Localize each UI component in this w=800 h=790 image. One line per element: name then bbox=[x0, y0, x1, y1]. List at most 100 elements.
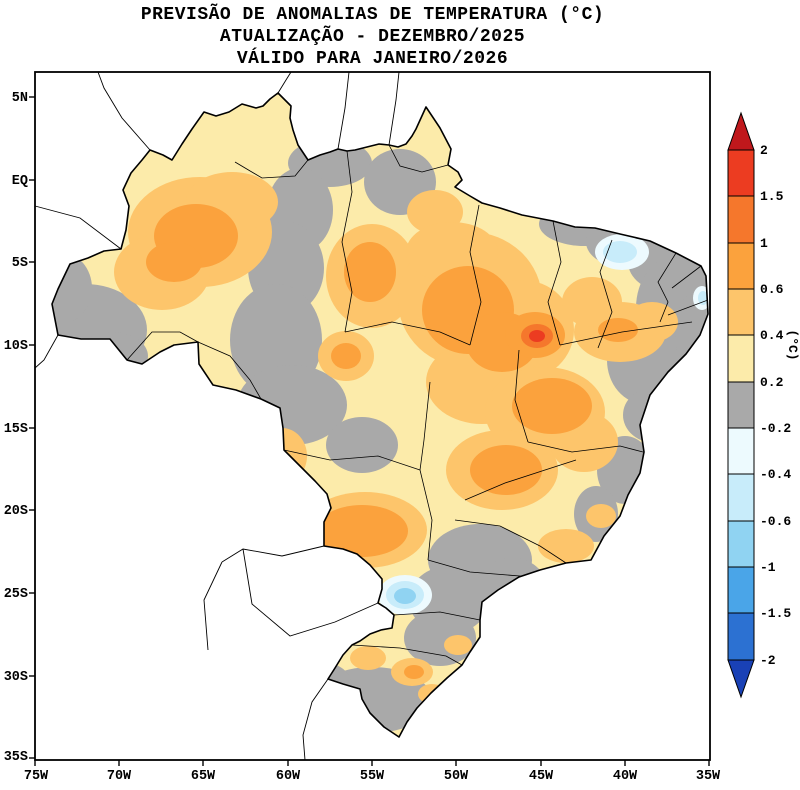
anomaly-region-04 bbox=[257, 428, 307, 484]
anomaly-region-04 bbox=[538, 529, 594, 563]
country-border-line bbox=[221, 545, 325, 563]
y-axis-tick-label: 10S bbox=[4, 339, 28, 354]
colorbar-tick-label: -1.5 bbox=[760, 606, 791, 621]
state-border-line bbox=[126, 331, 199, 361]
anomaly-cool-06-regions bbox=[394, 588, 416, 604]
state-border-line bbox=[234, 159, 309, 179]
y-axis-tick-label: 5N bbox=[12, 91, 28, 106]
colorbar-tick-label: 2 bbox=[760, 143, 768, 158]
title-line-2: ATUALIZAÇÃO - DEZEMBRO/2025 bbox=[219, 27, 526, 47]
colorbar-tick-label: -0.4 bbox=[760, 467, 791, 482]
x-axis-tick-label: 60W bbox=[276, 769, 301, 784]
title-line-1: PREVISÃO DE ANOMALIAS DE TEMPERATURA (°C… bbox=[140, 5, 605, 25]
colorbar-tick-label: 0.2 bbox=[760, 375, 784, 390]
y-axis-labels: 5N EQ 5S 10S 15S 20S 25S 30S 35S bbox=[4, 91, 28, 765]
colorbar-tick-label: -0.2 bbox=[760, 421, 791, 436]
y-axis-tick-label: 5S bbox=[12, 256, 28, 271]
colorbar-tick-label: 0.6 bbox=[760, 282, 784, 297]
colorbar-segment bbox=[727, 195, 755, 244]
state-border-line bbox=[419, 469, 433, 561]
anomaly-region-m04 bbox=[603, 241, 637, 263]
country-border-line bbox=[34, 205, 122, 250]
anomaly-region-04 bbox=[586, 504, 616, 528]
x-axis-tick-label: 65W bbox=[191, 769, 216, 784]
anomaly-region-m04 bbox=[698, 291, 708, 305]
anomaly-region-04 bbox=[350, 646, 386, 670]
country-borders bbox=[34, 71, 400, 761]
anomaly-region-04 bbox=[626, 302, 678, 342]
colorbar-segment bbox=[727, 612, 755, 661]
anomaly-region-06 bbox=[404, 665, 424, 679]
country-border-line bbox=[277, 71, 292, 94]
state-border-line bbox=[547, 220, 562, 346]
state-border-line bbox=[393, 611, 481, 621]
state-border-line bbox=[527, 441, 644, 453]
anomaly-region-06 bbox=[331, 343, 361, 369]
colorbar-tick-label: -2 bbox=[760, 653, 776, 668]
anomaly-region-04 bbox=[418, 684, 446, 704]
country-border-line bbox=[337, 71, 350, 150]
state-border-line bbox=[469, 204, 482, 346]
country-border-line bbox=[388, 71, 400, 146]
state-border-line bbox=[454, 519, 567, 564]
colorbar-arrow-bottom bbox=[727, 659, 755, 699]
anomaly-region-gray bbox=[52, 252, 92, 324]
state-border-line bbox=[341, 150, 353, 333]
anomaly-region-gray bbox=[478, 558, 546, 614]
x-axis-tick-label: 75W bbox=[24, 769, 49, 784]
anomaly-region-06 bbox=[470, 445, 542, 495]
colorbar-segment bbox=[727, 242, 755, 290]
colorbar-segment bbox=[727, 381, 755, 429]
country-border-line bbox=[97, 71, 151, 151]
colorbar-segment bbox=[727, 288, 755, 336]
state-border-line bbox=[344, 321, 471, 346]
state-border-line bbox=[559, 321, 693, 346]
state-border-line bbox=[464, 459, 577, 501]
colorbar-segment bbox=[727, 427, 755, 475]
colorbar-segment bbox=[727, 149, 755, 197]
title-line-3: VÁLIDO PARA JANEIRO/2026 bbox=[236, 49, 509, 69]
colorbar-labels: 2 1.5 1 0.6 0.4 0.2 -0.2 -0.4 -0.6 -1 -1… bbox=[760, 143, 800, 668]
colorbar bbox=[727, 111, 755, 699]
colorbar-tick-label: -1 bbox=[760, 560, 776, 575]
country-border-line bbox=[242, 548, 379, 637]
anomaly-region-gray bbox=[623, 387, 687, 443]
anomaly-region-m06 bbox=[394, 588, 416, 604]
y-axis-tick-label: 20S bbox=[4, 504, 28, 519]
colorbar-segment bbox=[727, 520, 755, 568]
anomaly-region-06 bbox=[146, 242, 202, 282]
anomaly-region-15 bbox=[529, 330, 545, 342]
state-border-line bbox=[351, 644, 463, 666]
colorbar-segment bbox=[727, 473, 755, 522]
x-axis-tick-label: 50W bbox=[444, 769, 469, 784]
colorbar-segment bbox=[727, 566, 755, 614]
x-axis bbox=[34, 760, 710, 766]
colorbar-segment bbox=[727, 334, 755, 383]
anomaly-region-gray bbox=[326, 417, 398, 473]
x-axis-labels: 75W 70W 65W 60W 55W 50W 45W 40W 35W bbox=[24, 769, 721, 784]
state-border-line bbox=[419, 381, 431, 471]
colorbar-tick-label: 0.4 bbox=[760, 328, 784, 343]
y-axis bbox=[29, 96, 35, 759]
state-border-line bbox=[657, 252, 677, 323]
x-axis-tick-label: 45W bbox=[529, 769, 554, 784]
country-border-line bbox=[203, 561, 223, 651]
anomaly-warm-15-region bbox=[529, 330, 545, 342]
anomaly-region-06 bbox=[316, 505, 408, 557]
country-border-line bbox=[302, 678, 329, 761]
state-border-line bbox=[671, 265, 702, 289]
colorbar-unit-label: (°C) bbox=[785, 329, 800, 360]
colorbar-tick-label: -0.6 bbox=[760, 514, 791, 529]
y-axis-tick-label: 15S bbox=[4, 422, 28, 437]
colorbar-arrow-top bbox=[727, 111, 755, 151]
y-axis-tick-label: 25S bbox=[4, 587, 28, 602]
y-axis-tick-label: 35S bbox=[4, 750, 28, 765]
anomaly-region-06 bbox=[598, 318, 638, 342]
state-border-line bbox=[388, 144, 449, 173]
chart-title-block: PREVISÃO DE ANOMALIAS DE TEMPERATURA (°C… bbox=[0, 4, 745, 70]
state-border-line bbox=[283, 449, 421, 471]
country-border-line bbox=[34, 334, 59, 369]
anomaly-warm-06-regions bbox=[146, 204, 638, 679]
x-axis-tick-label: 55W bbox=[360, 769, 385, 784]
